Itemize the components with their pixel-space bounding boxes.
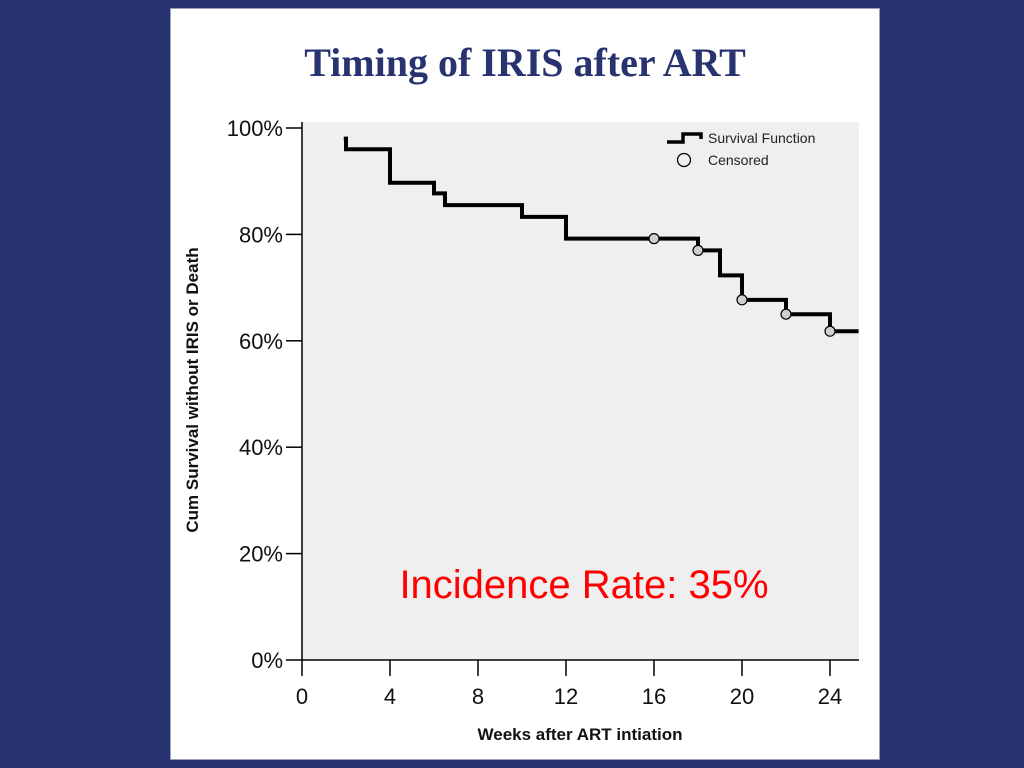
censored-point [692,244,704,256]
x-tick-label: 8 [472,684,484,709]
x-tick-label: 12 [554,684,578,709]
legend-label-censored: Censored [708,152,769,168]
y-tick-label: 20% [239,542,283,567]
legend-step-icon [667,132,703,144]
legend-censored-icon [676,152,692,168]
censored-point [824,325,836,337]
legend-label-survival: Survival Function [708,130,815,146]
censored-point [780,308,792,320]
chart-marks [343,136,859,337]
plot-area [302,122,859,660]
censored-point [736,294,748,306]
survival-step-line [343,136,859,334]
x-axis-label: Weeks after ART intiation [478,725,683,744]
x-tick-label: 4 [384,684,396,709]
y-tick-label: 0% [251,648,283,673]
y-tick-label: 40% [239,435,283,460]
slide-title: Timing of IRIS after ART [304,40,746,85]
y-tick-label: 60% [239,329,283,354]
axes: 0% 20% 40% 60% 80% 100% 0 4 8 12 16 20 24 [227,116,859,709]
incidence-rate-annotation: Incidence Rate: 35% [399,563,768,607]
y-tick-label: 100% [227,116,283,141]
x-tick-label: 16 [642,684,666,709]
censored-point [648,233,660,245]
x-tick-label: 20 [730,684,754,709]
x-tick-label: 24 [818,684,842,709]
x-tick-label: 0 [296,684,308,709]
y-axis-label: Cum Survival without IRIS or Death [183,247,202,532]
y-tick-label: 80% [239,222,283,247]
chart-legend: Survival Function Censored [667,130,815,168]
